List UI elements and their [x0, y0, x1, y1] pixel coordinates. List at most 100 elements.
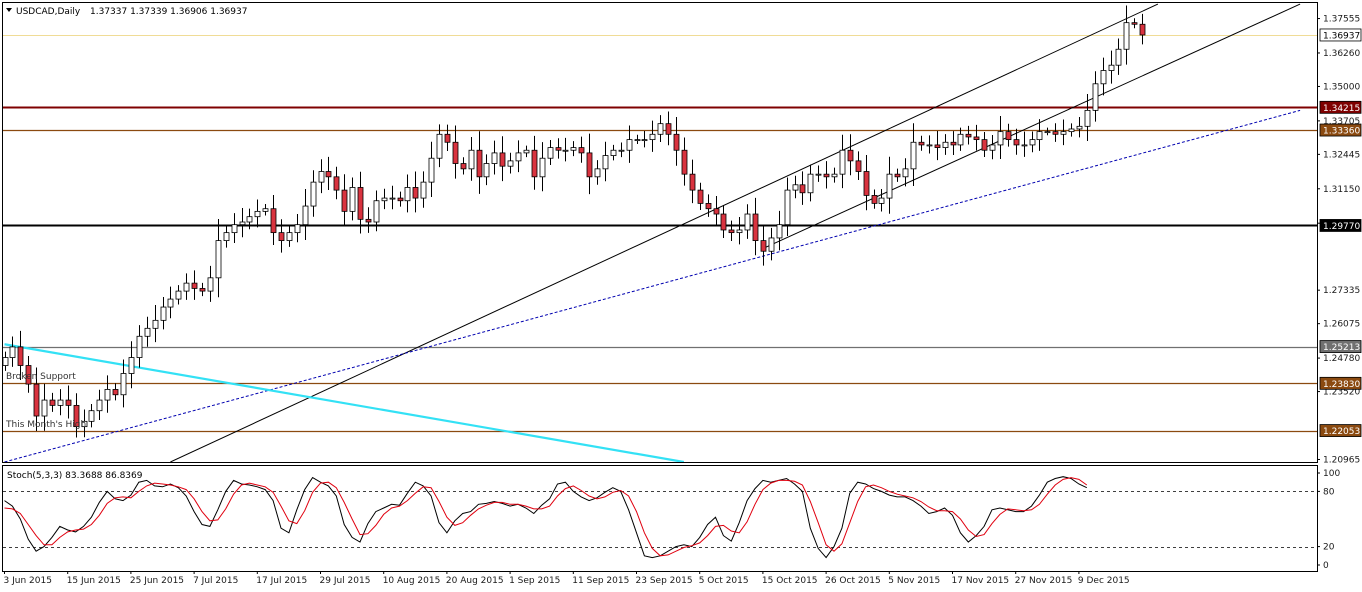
candle-body [136, 335, 143, 358]
trendline-channel-lower[interactable] [762, 3, 1301, 250]
candle [152, 305, 159, 343]
candle [649, 120, 656, 152]
x-tick-label: 27 Nov 2015 [1015, 576, 1073, 586]
candle [1021, 131, 1028, 157]
candle-body [452, 141, 459, 164]
collapse-triangle-icon[interactable] [6, 8, 12, 12]
candle [965, 125, 972, 145]
level-price-label: 1.25213 [1319, 340, 1362, 353]
x-tick-label: 17 Jul 2015 [256, 576, 307, 586]
trendline-dotted-support[interactable] [4, 109, 1301, 462]
candle [183, 273, 190, 300]
candle [207, 265, 214, 302]
candle-body [278, 232, 285, 242]
candle [760, 224, 767, 266]
candle-body [641, 139, 648, 142]
candle-body [33, 383, 40, 417]
candle [397, 191, 404, 207]
candle-body [286, 232, 293, 242]
candle-body [81, 420, 88, 428]
price-label-box [1319, 123, 1362, 137]
candle-body [736, 229, 743, 234]
candle-body [215, 240, 222, 279]
candle-body [507, 160, 514, 167]
candle-body [65, 399, 72, 406]
candle-body [515, 152, 522, 162]
candle-body [41, 399, 48, 417]
candle-body [389, 197, 396, 200]
x-tick-label: 15 Oct 2015 [762, 576, 818, 586]
candle-body [918, 141, 925, 146]
candle [491, 140, 498, 175]
candle-body [444, 133, 451, 143]
chart-annotation: This Month's High [5, 420, 86, 430]
candle [926, 135, 933, 154]
candle-body [1021, 144, 1028, 147]
candle [562, 137, 569, 162]
candle [65, 385, 72, 419]
candle [120, 359, 127, 408]
candle-body [373, 200, 380, 223]
candle-body [128, 357, 135, 374]
symbol-label: USDCAD,Daily [16, 7, 81, 17]
candle [25, 355, 32, 393]
candle-body [792, 184, 799, 191]
candle [254, 199, 261, 228]
candle-body [325, 171, 332, 178]
candle-body [942, 141, 949, 148]
candle [586, 133, 593, 195]
candle-body [476, 149, 483, 178]
x-tick-label: 26 Oct 2015 [825, 576, 881, 586]
x-tick-label: 10 Aug 2015 [383, 576, 441, 586]
candle [310, 170, 317, 217]
candle [641, 130, 648, 148]
level-price-label: 1.34215 [1319, 100, 1362, 114]
price-label-box [1319, 28, 1362, 42]
candle-body [1108, 64, 1115, 71]
candle-body [681, 149, 688, 175]
candle-body [1052, 131, 1059, 135]
candle-body [3, 357, 9, 366]
candle [681, 137, 688, 186]
candle-body [1100, 70, 1107, 85]
candle [728, 220, 735, 242]
candle [476, 131, 483, 194]
candle [942, 134, 949, 155]
candle-body [570, 147, 577, 151]
candle-body [602, 155, 609, 170]
candle [918, 135, 925, 151]
candle-body [460, 163, 467, 170]
candle [847, 134, 854, 176]
candle-body [871, 195, 878, 204]
candle [144, 316, 151, 347]
candle-body [294, 224, 301, 234]
candle-body [657, 123, 664, 135]
x-tick-label: 17 Nov 2015 [952, 576, 1010, 586]
candle [997, 115, 1004, 160]
candle [768, 227, 775, 261]
price-label-box [1319, 424, 1362, 437]
current-price-label: 1.36937 [1319, 28, 1362, 42]
candle-body [9, 346, 16, 358]
candle-body [744, 213, 751, 231]
candle-body [349, 187, 356, 212]
candle [547, 140, 554, 166]
main-panel-border [2, 2, 1318, 463]
candle-body [886, 173, 893, 199]
y-tick-label: 1.35000 [1323, 82, 1360, 92]
candle [199, 282, 206, 297]
candle-body [634, 139, 641, 142]
price-label-text: 1.29770 [1323, 222, 1360, 232]
candle-body [310, 181, 317, 207]
candle [333, 166, 340, 200]
trendline-cyan-resistance[interactable] [4, 343, 685, 462]
candle [831, 167, 838, 183]
candle [373, 190, 380, 232]
trendline-channel-upper[interactable] [170, 3, 1159, 462]
candle [594, 160, 601, 185]
candle [1084, 94, 1091, 142]
candle [444, 124, 451, 151]
candle-body [1044, 131, 1051, 134]
candle [855, 151, 862, 180]
